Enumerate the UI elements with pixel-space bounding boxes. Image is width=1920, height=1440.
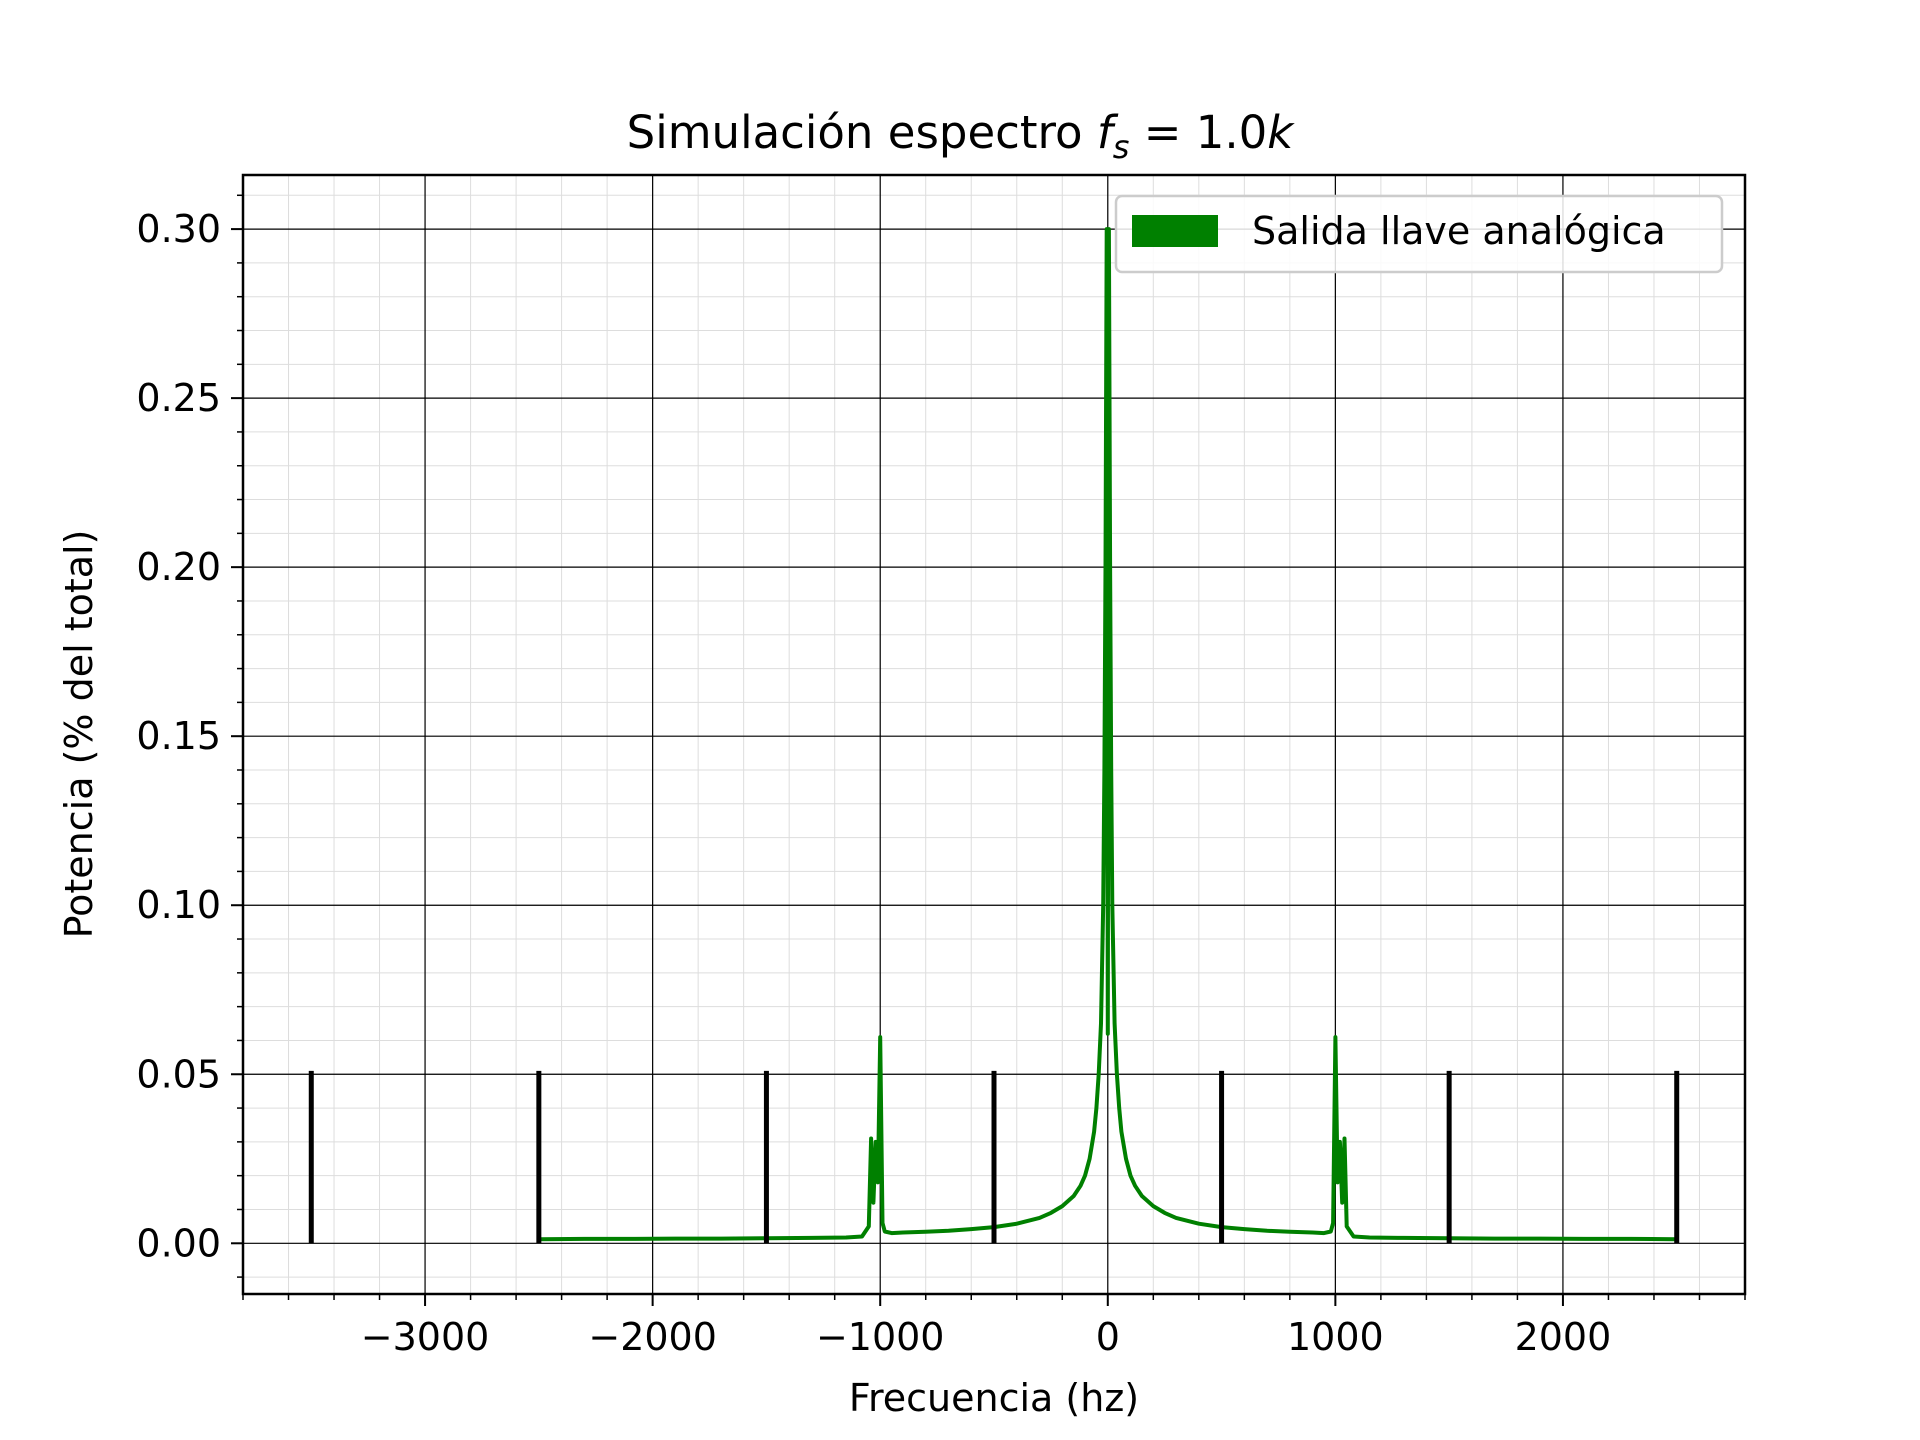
- chart-title: Simulación espectro fs = 1.0k: [627, 106, 1296, 166]
- series-layer: [538, 227, 1677, 1242]
- y-tick-label: 0.30: [136, 207, 221, 251]
- y-tick-label: 0.20: [136, 545, 221, 589]
- x-tick-label: 0: [1096, 1315, 1120, 1359]
- y-axis-label: Potencia (% del total): [57, 530, 101, 939]
- x-tick-label: 2000: [1515, 1315, 1612, 1359]
- x-tick-label: −2000: [588, 1315, 717, 1359]
- major-grid: [243, 175, 1745, 1294]
- y-tick-label: 0.10: [136, 883, 221, 927]
- y-tick-label: 0.00: [136, 1221, 221, 1265]
- x-tick-label: −1000: [816, 1315, 945, 1359]
- legend: Salida llave analógica: [1114, 194, 1724, 274]
- axis-ticks: −3000 −2000 −1000 0 1000 2000 0.00 0.05 0.10 0.15…: [136, 194, 1746, 1359]
- y-tick-label: 0.15: [136, 714, 221, 758]
- x-axis-label: Frecuencia (hz): [849, 1376, 1139, 1420]
- legend-box: [1114, 194, 1724, 274]
- y-tick-label: 0.25: [136, 376, 221, 420]
- x-tick-label: −3000: [361, 1315, 490, 1359]
- legend-label: Salida llave analógica: [1252, 209, 1666, 253]
- x-tick-label: 1000: [1287, 1315, 1384, 1359]
- plot-frame: [241, 173, 1747, 1296]
- stem-layer: [308, 1070, 1680, 1244]
- legend-swatch: [1132, 215, 1218, 247]
- y-tick-label: 0.05: [136, 1052, 221, 1096]
- series-line: [538, 227, 1677, 1242]
